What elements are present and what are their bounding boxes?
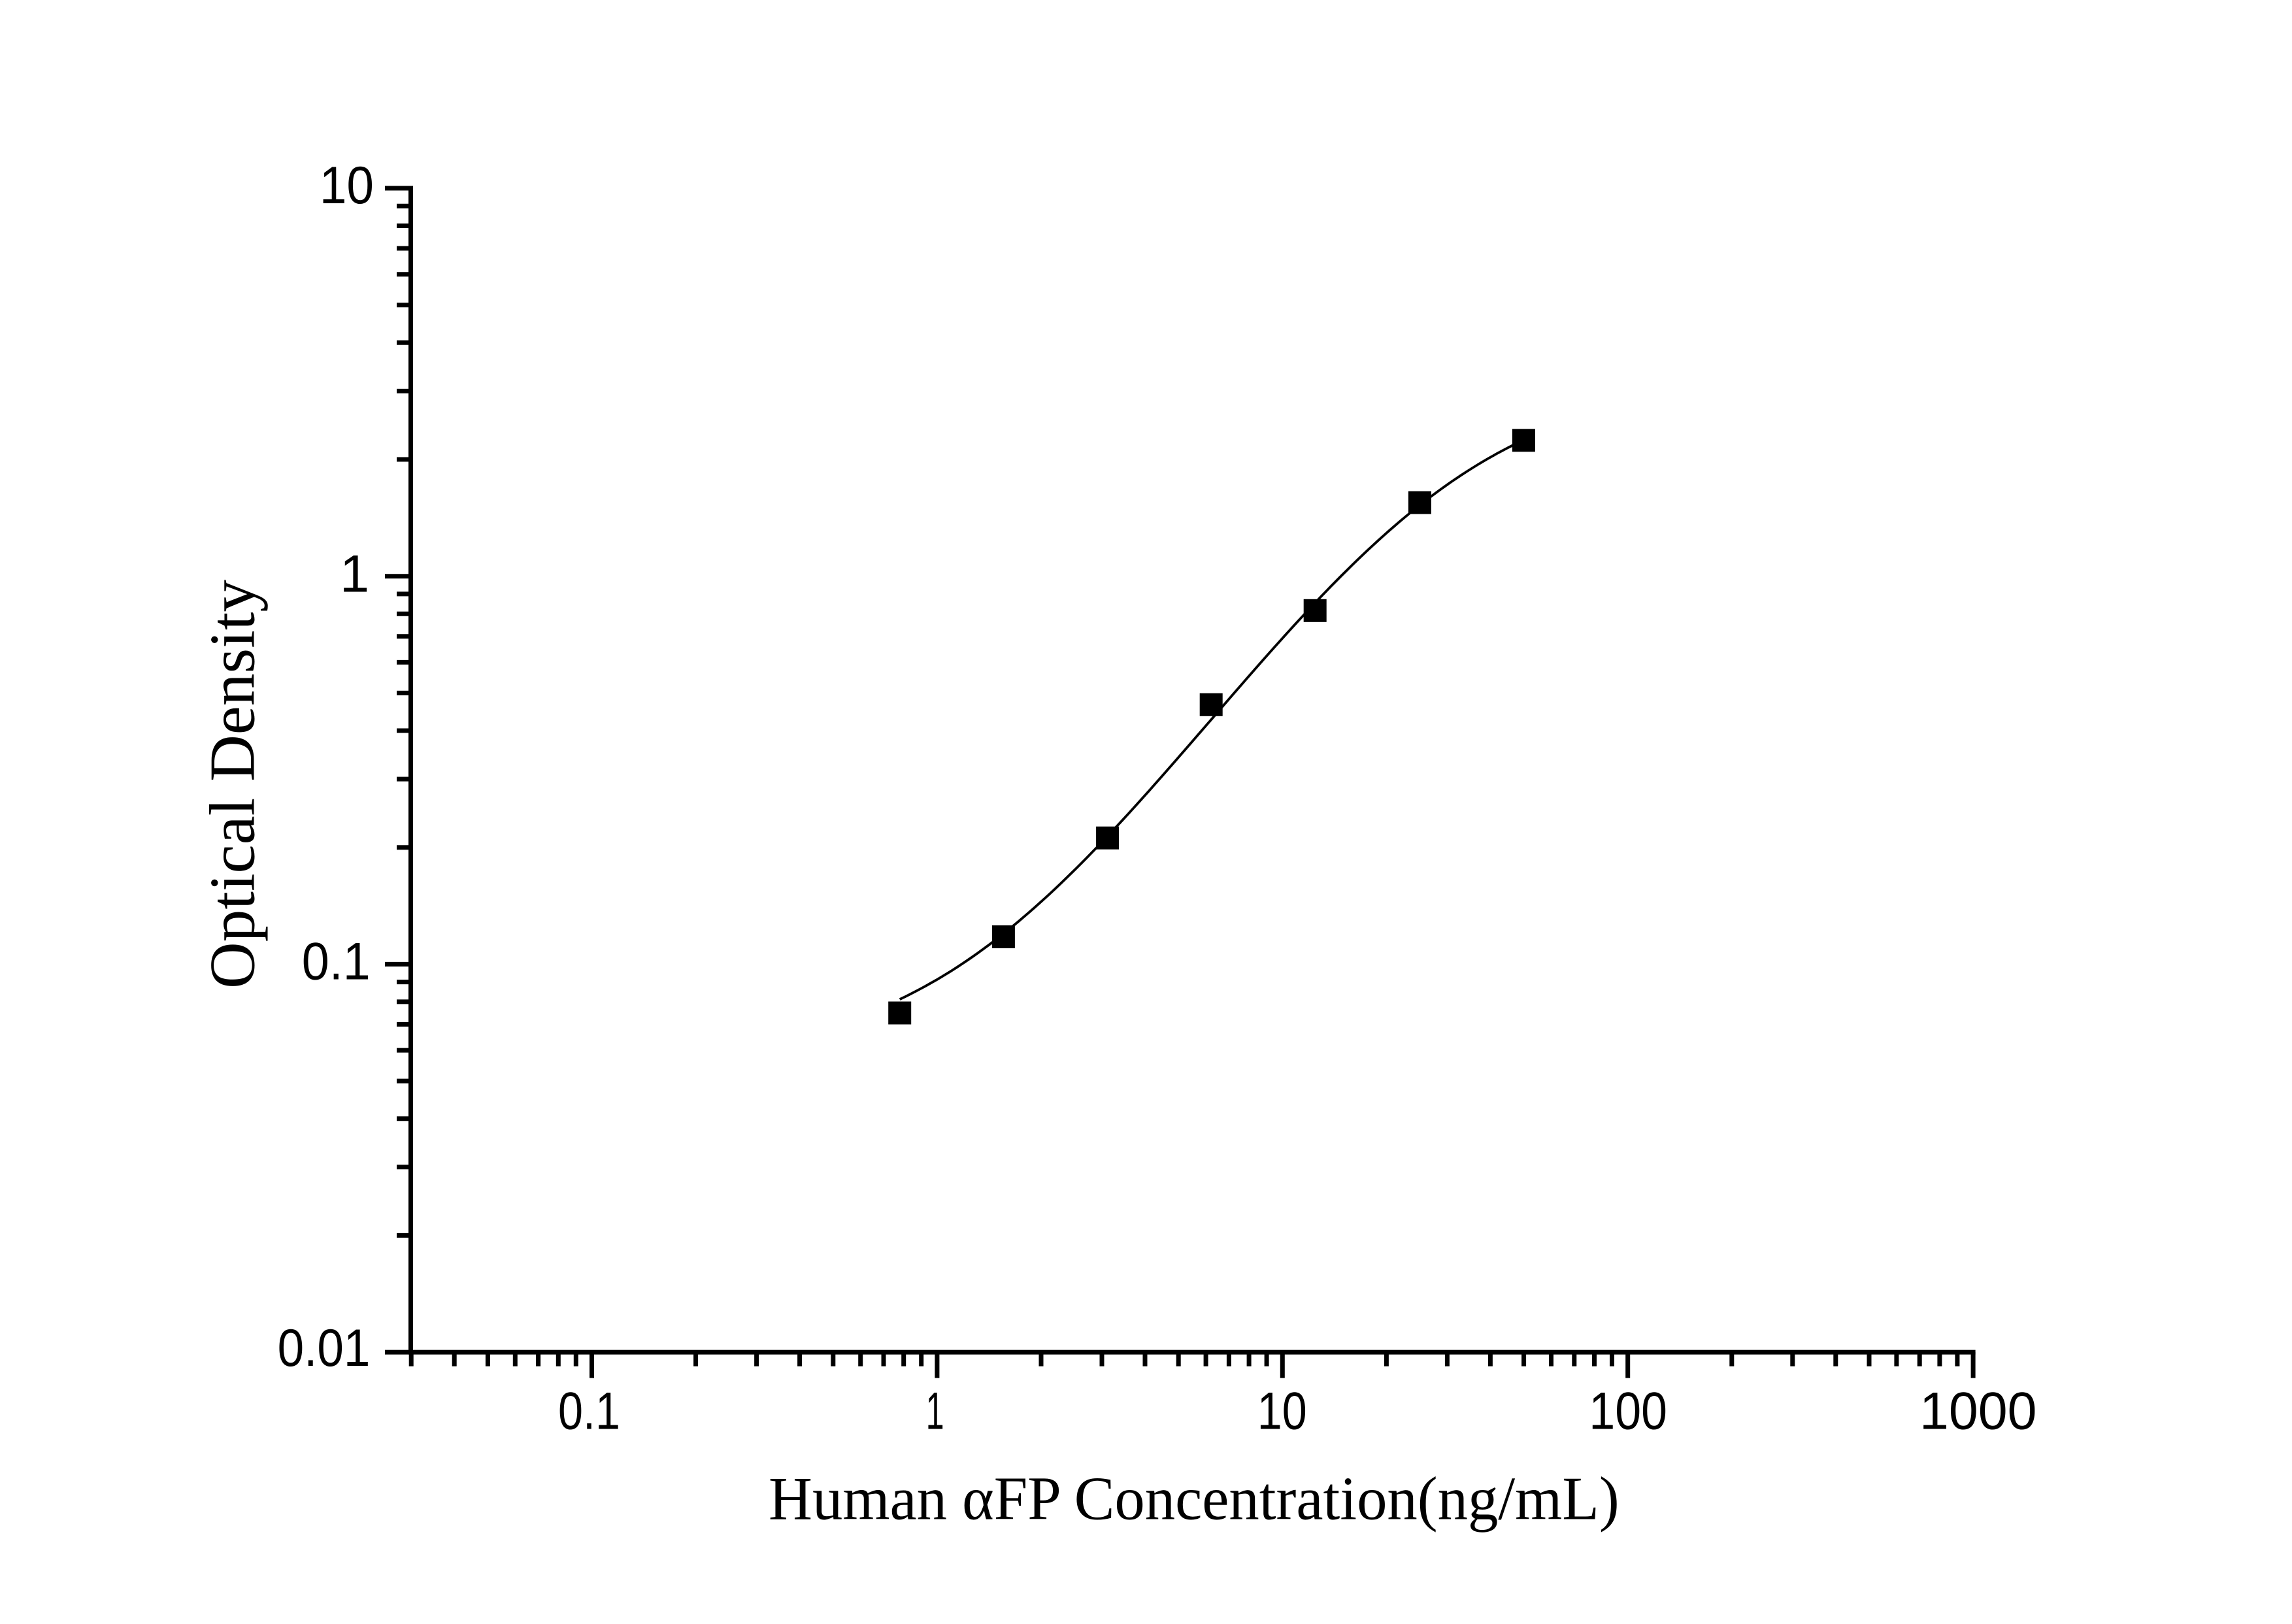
svg-text:0.1: 0.1 — [302, 933, 371, 991]
svg-text:10: 10 — [1257, 1382, 1307, 1441]
svg-text:Human αFP Concentration(ng/mL): Human αFP Concentration(ng/mL) — [769, 1465, 1619, 1533]
svg-text:100: 100 — [1589, 1382, 1667, 1441]
svg-text:1: 1 — [340, 544, 369, 603]
svg-text:1000: 1000 — [1919, 1382, 2037, 1441]
svg-text:0.1: 0.1 — [558, 1382, 620, 1441]
svg-text:1: 1 — [926, 1382, 944, 1441]
svg-text:0.01: 0.01 — [278, 1319, 371, 1378]
svg-text:10: 10 — [320, 156, 374, 215]
svg-text:Optical Density: Optical Density — [197, 580, 268, 989]
